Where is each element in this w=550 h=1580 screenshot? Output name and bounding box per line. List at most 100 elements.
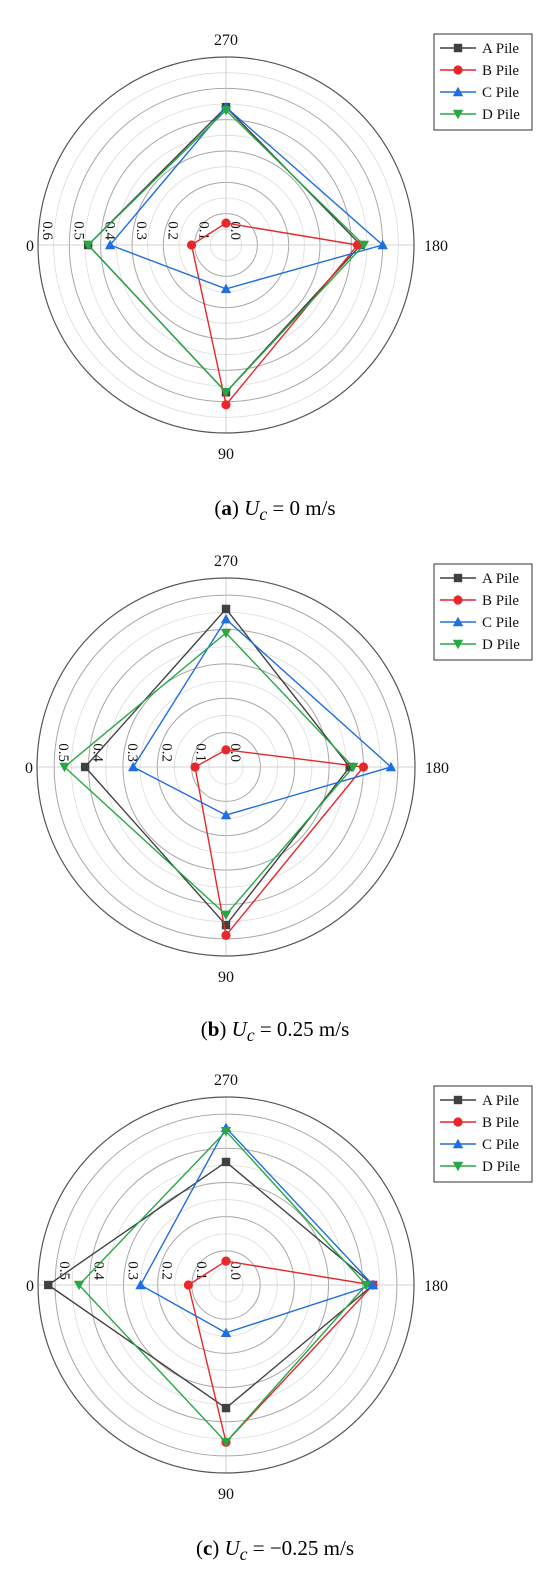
series-c-pile (128, 614, 397, 820)
radar-panel-b: 270 90 180 0 0.0 0.1 0.2 0.3 0.4 0.5 A Pile B Pile C… (0, 530, 550, 1050)
radial-tick-label: 0.5 (55, 743, 71, 762)
radial-tick-label: 0.1 (193, 743, 209, 762)
data-point (367, 1279, 379, 1290)
angle-label-270: 270 (214, 553, 238, 570)
radial-tick-label: 0.2 (159, 1261, 175, 1280)
caption-value: = 0 m/s (267, 496, 336, 520)
data-point (220, 283, 232, 294)
data-point (59, 762, 70, 773)
data-point (73, 1280, 85, 1291)
caption-c: (c) Uc = −0.25 m/s (195, 1536, 355, 1565)
angle-label-0: 0 (25, 760, 33, 777)
caption-tag: a (221, 496, 232, 520)
legend-label: C Pile (482, 615, 519, 631)
caption-subscript: c (246, 1025, 255, 1046)
data-point (221, 604, 231, 614)
legend: A Pile B Pile C Pile D Pile (433, 563, 533, 661)
angle-label-90: 90 (218, 1486, 234, 1503)
outer-circle (37, 56, 415, 434)
legend-marker (452, 86, 464, 97)
legend: A Pile B Pile C Pile D Pile (433, 33, 533, 131)
data-point (221, 1256, 231, 1266)
radial-tick-label: 0.3 (124, 1261, 140, 1280)
data-point (220, 1438, 232, 1448)
data-point (44, 1280, 53, 1290)
legend-marker (452, 616, 464, 627)
data-point (135, 1279, 146, 1290)
angle-label-270: 270 (214, 1072, 238, 1089)
series-d-pile (59, 628, 359, 920)
data-point (221, 218, 231, 228)
data-point (360, 1280, 372, 1291)
outer-circle (37, 1096, 415, 1474)
radial-tick-label: 0.2 (164, 221, 180, 240)
angle-label-270: 270 (214, 32, 238, 49)
data-point (183, 1280, 193, 1290)
legend-label: A Pile (482, 571, 519, 587)
legend-marker (452, 639, 464, 650)
caption-value: = −0.25 m/s (247, 1536, 355, 1560)
legend-label: A Pile (482, 1093, 519, 1109)
caption-subscript: c (259, 504, 268, 525)
caption-variable: U (231, 1017, 247, 1041)
data-point (385, 761, 397, 772)
series-line (194, 749, 365, 937)
data-point (220, 1126, 232, 1137)
legend-marker (452, 109, 464, 120)
radial-tick-label: 0.3 (133, 221, 149, 240)
legend-label: B Pile (482, 63, 519, 79)
radar-grid (38, 1097, 414, 1473)
series-line (63, 632, 355, 916)
legend-marker (453, 595, 463, 605)
radial-tick-label: 0.2 (158, 743, 174, 762)
angle-label-0: 0 (26, 238, 34, 255)
legend-marker (453, 573, 463, 583)
data-point (358, 762, 369, 772)
data-point (377, 239, 388, 250)
data-point (186, 240, 197, 250)
data-point (220, 388, 232, 398)
data-point (221, 920, 231, 930)
data-point (190, 762, 200, 772)
data-point (221, 400, 231, 410)
caption-variable: U (224, 1536, 240, 1560)
legend-marker (452, 1161, 464, 1172)
angle-label-180: 180 (424, 1278, 448, 1295)
data-point (347, 762, 359, 773)
radar-panel-a: 270 90 180 0 0.0 0.1 0.2 0.3 0.4 0.5 0.6 A Pile B Pi… (0, 0, 550, 545)
data-point (221, 1157, 231, 1167)
series-a-pile (83, 102, 365, 397)
radial-tick-label: 0.6 (39, 221, 55, 240)
series-d-pile (82, 106, 370, 398)
radial-tick-label: 0.0 (227, 1261, 243, 1280)
angle-label-180: 180 (424, 238, 448, 255)
series-c-pile (135, 1122, 379, 1338)
data-point (220, 614, 232, 624)
legend-marker (453, 1117, 463, 1127)
angle-label-180: 180 (425, 760, 449, 777)
legend-label: D Pile (482, 107, 520, 123)
legend-label: B Pile (482, 593, 519, 609)
legend-marker (453, 65, 463, 75)
series-line (139, 1126, 375, 1334)
legend-marker (453, 43, 463, 53)
caption-tag: c (202, 1536, 213, 1560)
data-point (220, 809, 232, 820)
legend-label: C Pile (482, 85, 519, 101)
radial-tick-label: 0.3 (124, 743, 140, 762)
outer-circle (36, 577, 416, 957)
caption-a: (a) Uc = 0 m/s (214, 496, 336, 525)
radial-tick-label: 0.4 (102, 221, 118, 240)
legend-label: D Pile (482, 637, 520, 653)
series-line (132, 618, 393, 816)
radial-tick-label: 0.4 (90, 1261, 106, 1280)
radial-tick-label: 0.5 (56, 1261, 72, 1280)
data-point (82, 240, 94, 251)
data-point (220, 106, 232, 116)
data-point (220, 628, 232, 639)
legend-label: B Pile (482, 1115, 519, 1131)
legend: A Pile B Pile C Pile D Pile (433, 1085, 533, 1183)
legend-marker (453, 1095, 463, 1105)
